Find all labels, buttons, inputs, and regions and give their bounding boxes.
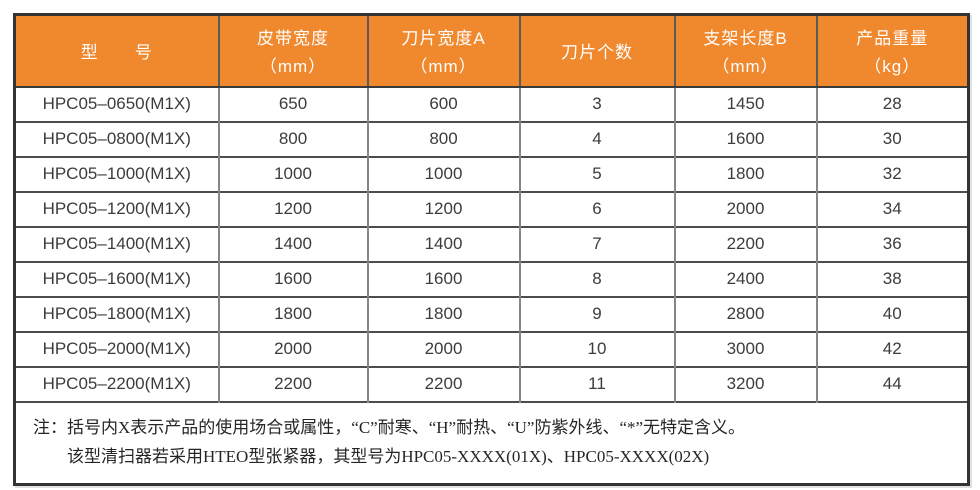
table-row: HPC05–0800(M1X) 800 800 4 1600 30 — [14, 120, 969, 157]
model-cell: HPC05–2200(M1X) — [14, 365, 219, 402]
col-header-unit: （mm） — [259, 57, 327, 77]
value-cell: 28 — [815, 86, 969, 122]
value-cell: 2200 — [366, 365, 520, 402]
value-cell: 2400 — [673, 260, 817, 297]
product-spec-table: 型 号 皮带宽度 （mm） 刀片宽度A （mm） 刀片个数 支架长度B — [13, 13, 970, 486]
footnote: 注： 括号内X表示产品的使用场合或属性，“C”耐寒、“H”耐热、“U”防紫外线、… — [33, 413, 953, 471]
value-cell: 600 — [366, 86, 520, 122]
table-row: HPC05–0650(M1X) 650 600 3 1450 28 — [15, 86, 969, 122]
value-cell: 2200 — [673, 225, 817, 262]
value-cell: 1800 — [673, 155, 817, 192]
note-row: 注： 括号内X表示产品的使用场合或属性，“C”耐寒、“H”耐热、“U”防紫外线、… — [14, 400, 969, 484]
col-header-model: 型 号 — [14, 14, 219, 88]
value-cell: 10 — [518, 330, 675, 367]
table-row: HPC05–2200(M1X) 2200 2200 11 3200 44 — [14, 365, 969, 402]
value-cell: 1600 — [217, 260, 368, 297]
model-cell: HPC05–0800(M1X) — [14, 120, 219, 157]
value-cell: 42 — [815, 330, 969, 367]
value-cell: 2000 — [217, 330, 368, 367]
table-row: HPC05–1200(M1X) 1200 1200 6 2000 34 — [14, 190, 969, 227]
value-cell: 800 — [366, 120, 520, 157]
value-cell: 36 — [815, 225, 969, 262]
table-row: HPC05–1800(M1X) 1800 1800 9 2800 40 — [14, 295, 969, 332]
value-cell: 34 — [815, 190, 969, 227]
col-header-label: 刀片个数 — [561, 43, 633, 63]
model-cell: HPC05–1600(M1X) — [14, 260, 219, 297]
model-cell: HPC05–1200(M1X) — [14, 190, 219, 227]
value-cell: 44 — [815, 365, 969, 402]
value-cell: 40 — [815, 295, 969, 332]
value-cell: 5 — [518, 155, 675, 192]
col-header-label: 型 号 — [80, 43, 153, 63]
footnote-prefix: 注： — [33, 417, 67, 437]
value-cell: 32 — [815, 155, 969, 192]
value-cell: 1600 — [673, 120, 817, 157]
value-cell: 3200 — [673, 365, 817, 402]
value-cell: 1400 — [217, 225, 368, 262]
value-cell: 1200 — [217, 190, 368, 227]
col-header-unit: （mm） — [712, 57, 779, 77]
value-cell: 3 — [518, 86, 675, 122]
value-cell: 8 — [518, 260, 675, 297]
col-header-label: 支架长度B — [703, 29, 788, 49]
table-row: HPC05–1600(M1X) 1600 1600 8 2400 38 — [14, 260, 969, 297]
value-cell: 1800 — [217, 295, 368, 332]
value-cell: 1200 — [366, 190, 520, 227]
value-cell: 1000 — [366, 155, 520, 192]
value-cell: 7 — [518, 225, 675, 262]
footnote-line-1: 括号内X表示产品的使用场合或属性，“C”耐寒、“H”耐热、“U”防紫外线、“*”… — [67, 417, 746, 437]
value-cell: 3000 — [673, 330, 817, 367]
col-header-belt-width: 皮带宽度 （mm） — [217, 14, 368, 88]
col-header-label: 皮带宽度 — [257, 29, 329, 49]
model-cell: HPC05–0650(M1X) — [42, 94, 191, 113]
footnote-lines: 括号内X表示产品的使用场合或属性，“C”耐寒、“H”耐热、“U”防紫外线、“*”… — [67, 413, 953, 471]
col-header-bracket-length: 支架长度B （mm） — [673, 14, 817, 88]
model-cell: HPC05–2000(M1X) — [14, 330, 219, 367]
value-cell: 800 — [217, 120, 368, 157]
col-header-blade-width: 刀片宽度A （mm） — [366, 14, 520, 88]
value-cell: 11 — [518, 365, 675, 402]
col-header-label: 产品重量 — [856, 29, 929, 49]
value-cell: 1400 — [366, 225, 520, 262]
table-row: HPC05–1400(M1X) 1400 1400 7 2200 36 — [14, 225, 969, 262]
col-header-unit: （kg） — [864, 57, 921, 77]
model-cell: HPC05–1000(M1X) — [14, 155, 219, 192]
table-header: 型 号 皮带宽度 （mm） 刀片宽度A （mm） 刀片个数 支架长度B — [14, 14, 969, 88]
col-header-label: 刀片宽度A — [401, 29, 486, 49]
col-header-weight: 产品重量 （kg） — [815, 14, 969, 88]
value-cell: 9 — [518, 295, 675, 332]
note-cell: 注： 括号内X表示产品的使用场合或属性，“C”耐寒、“H”耐热、“U”防紫外线、… — [14, 400, 969, 484]
value-cell: 650 — [217, 86, 368, 122]
footnote-line-2: 该型清扫器若采用HTEO型张紧器，其型号为HPC05-XXXX(01X)、HPC… — [67, 446, 710, 466]
table-footer: 注： 括号内X表示产品的使用场合或属性，“C”耐寒、“H”耐热、“U”防紫外线、… — [14, 400, 969, 484]
value-cell: 30 — [815, 120, 969, 157]
model-cell: HPC05–1400(M1X) — [14, 225, 219, 262]
col-header-unit: （mm） — [410, 57, 477, 77]
table-row: HPC05–1000(M1X) 1000 1000 5 1800 32 — [14, 155, 969, 192]
col-header-blade-count: 刀片个数 — [518, 14, 675, 88]
value-cell: 2200 — [217, 365, 368, 402]
table-body: HPC05–0650(M1X) 650 600 3 1450 28 HPC05–0800(M… — [14, 86, 969, 402]
model-cell: HPC05–1800(M1X) — [14, 295, 219, 332]
value-cell: 2800 — [673, 295, 817, 332]
value-cell: 1000 — [217, 155, 368, 192]
value-cell: 2000 — [366, 330, 520, 367]
value-cell: 4 — [518, 120, 675, 157]
value-cell: 38 — [815, 260, 969, 297]
value-cell: 1800 — [366, 295, 520, 332]
value-cell: 6 — [518, 190, 675, 227]
value-cell: 1450 — [673, 86, 817, 122]
value-cell: 2000 — [673, 190, 817, 227]
header-row: 型 号 皮带宽度 （mm） 刀片宽度A （mm） 刀片个数 支架长度B — [14, 14, 969, 88]
value-cell: 1600 — [366, 260, 520, 297]
table-row: HPC05–2000(M1X) 2000 2000 10 3000 42 — [14, 330, 969, 367]
